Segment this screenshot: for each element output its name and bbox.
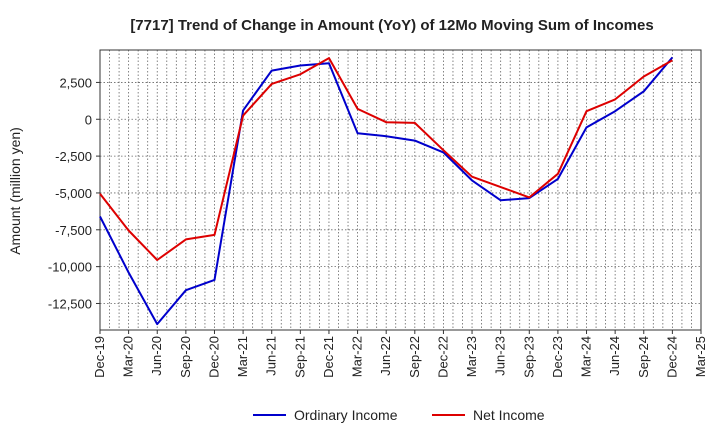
y-tick-label: -2,500 [55, 149, 92, 164]
x-tick-label: Jun-23 [493, 336, 508, 376]
x-tick-label: Mar-21 [235, 336, 250, 377]
legend-label-0: Ordinary Income [294, 407, 398, 423]
x-tick-label: Dec-24 [664, 336, 679, 378]
x-tick-label: Mar-24 [579, 336, 594, 377]
legend-label-1: Net Income [473, 407, 545, 423]
x-tick-label: Mar-22 [350, 336, 365, 377]
x-tick-label: Sep-22 [407, 336, 422, 378]
x-tick-label: Jun-20 [149, 336, 164, 376]
x-tick-label: Mar-25 [693, 336, 708, 377]
y-axis-label: Amount (million yen) [7, 127, 23, 255]
x-tick-label: Jun-21 [264, 336, 279, 376]
y-tick-label: -10,000 [48, 260, 92, 275]
x-tick-label: Mar-23 [464, 336, 479, 377]
x-tick-label: Dec-19 [92, 336, 107, 378]
y-tick-label: -7,500 [55, 223, 92, 238]
y-tick-label: 0 [85, 112, 92, 127]
x-tick-label: Dec-20 [206, 336, 221, 378]
x-tick-label: Sep-23 [521, 336, 536, 378]
x-tick-label: Dec-22 [435, 336, 450, 378]
x-tick-label: Sep-24 [636, 336, 651, 378]
x-tick-label: Jun-24 [607, 336, 622, 376]
x-tick-label: Sep-20 [178, 336, 193, 378]
x-tick-label: Dec-21 [321, 336, 336, 378]
y-tick-label: -5,000 [55, 186, 92, 201]
y-tick-label: 2,500 [59, 75, 92, 90]
plot-area [100, 50, 701, 330]
y-tick-label: -12,500 [48, 296, 92, 311]
x-tick-label: Dec-23 [550, 336, 565, 378]
x-tick-label: Sep-21 [292, 336, 307, 378]
series-line-0 [99, 56, 674, 326]
x-tick-label: Mar-20 [121, 336, 136, 377]
plot-frame [99, 49, 702, 331]
chart-title: [7717] Trend of Change in Amount (YoY) o… [130, 17, 653, 34]
series-line-1 [99, 57, 673, 261]
x-tick-label: Jun-22 [378, 336, 393, 376]
